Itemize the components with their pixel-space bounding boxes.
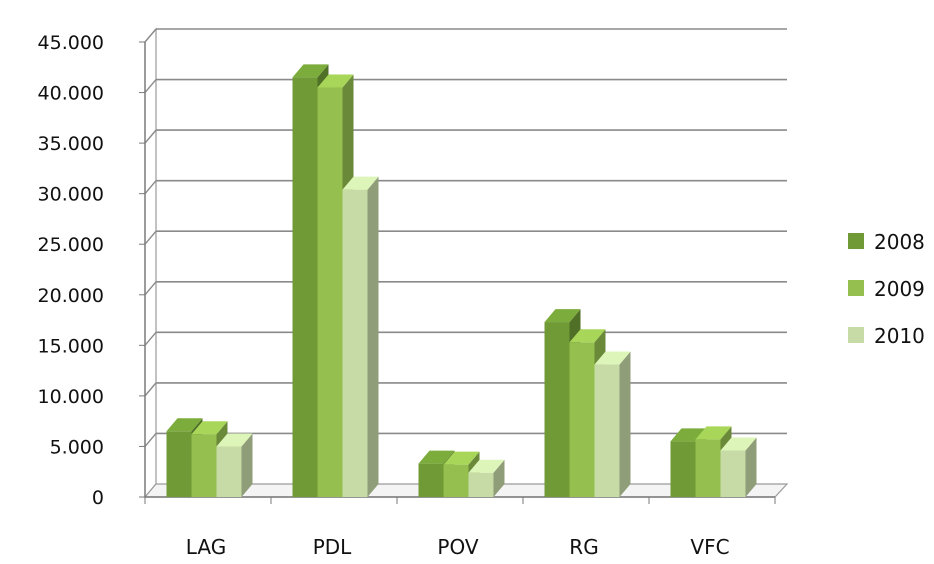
- bar-front: [292, 77, 318, 497]
- legend-item-2008: 2008: [848, 230, 925, 254]
- bar-front: [342, 189, 368, 497]
- bar-rg-2010: [594, 351, 631, 497]
- x-tick-label: VFC: [690, 535, 729, 559]
- gridline-side: [144, 180, 157, 195]
- bar-top: [544, 309, 581, 323]
- bar-front: [216, 446, 242, 497]
- legend: 2008 2009 2010: [848, 230, 925, 348]
- legend-swatch: [848, 327, 864, 343]
- bar-front: [468, 472, 494, 497]
- bar-top: [317, 74, 354, 88]
- bar-side: [367, 176, 379, 497]
- gridline-side: [144, 281, 157, 296]
- y-axis-tick-labels: 0 5.000 10.000 15.000 20.000 25.000 30.000 35.0…: [38, 32, 104, 509]
- bar-vfc-2010: [720, 437, 757, 497]
- bar-front: [695, 439, 721, 497]
- bar-front: [166, 431, 192, 497]
- legend-swatch: [848, 280, 864, 296]
- bar-front: [544, 322, 570, 497]
- y-tick-label: 35.000: [38, 133, 104, 155]
- y-tick-label: 25.000: [38, 234, 104, 256]
- bar-front: [594, 364, 620, 497]
- bar-front: [317, 87, 343, 497]
- bar-pov-2010: [468, 459, 505, 497]
- bar-top: [443, 451, 480, 465]
- legend-item-2009: 2009: [848, 277, 925, 301]
- bar-side: [745, 437, 757, 497]
- bar-top: [468, 459, 505, 473]
- gridline-side: [144, 230, 157, 245]
- gridline-side: [144, 382, 157, 397]
- gridline-side: [144, 331, 157, 346]
- bar-pdl-2010: [342, 176, 379, 497]
- y-tick-label: 45.000: [38, 32, 104, 54]
- bar-front: [418, 463, 444, 497]
- bar-side: [619, 351, 631, 497]
- y-tick-label: 40.000: [38, 83, 104, 105]
- legend-label: 2010: [874, 324, 925, 348]
- y-tick-label: 10.000: [38, 386, 104, 408]
- gridline-side: [144, 129, 157, 144]
- y-tick-label: 0: [92, 487, 104, 509]
- left-wall: [144, 27, 157, 499]
- x-axis-category-labels: LAG PDL POV RG VFC: [186, 535, 730, 559]
- bar-front: [670, 441, 696, 497]
- x-tick-label: POV: [437, 535, 478, 559]
- bar-top: [594, 351, 631, 365]
- bar-front: [720, 450, 746, 497]
- bar-top: [720, 437, 757, 451]
- bar-top: [166, 418, 203, 432]
- gridline-side: [144, 79, 157, 94]
- bar-side: [241, 433, 253, 497]
- y-tick-label: 30.000: [38, 184, 104, 206]
- bar-top: [569, 329, 606, 343]
- legend-label: 2008: [874, 230, 925, 254]
- bar-top: [342, 176, 379, 190]
- x-tick-label: RG: [569, 535, 598, 559]
- y-tick-label: 20.000: [38, 285, 104, 307]
- bar-top: [191, 421, 228, 435]
- bar-front: [569, 342, 595, 497]
- bars: [166, 64, 757, 497]
- legend-item-2010: 2010: [848, 324, 925, 348]
- x-tick-label: PDL: [313, 535, 352, 559]
- gridline-side: [144, 432, 157, 447]
- bar-top: [216, 433, 253, 447]
- bar-top: [292, 64, 329, 78]
- bar-top: [695, 426, 732, 440]
- bar-front: [191, 434, 217, 497]
- bar-front: [443, 464, 469, 497]
- y-tick-label: 15.000: [38, 335, 104, 357]
- bar-top: [418, 450, 455, 464]
- gridlines: [144, 28, 787, 447]
- legend-label: 2009: [874, 277, 925, 301]
- y-tick-label: 5.000: [50, 436, 104, 458]
- chart-walls: [143, 27, 789, 499]
- bar-lag-2010: [216, 433, 253, 497]
- gridline-side: [144, 28, 157, 43]
- x-tick-label: LAG: [186, 535, 226, 559]
- legend-swatch: [848, 233, 864, 249]
- bar-side: [493, 459, 505, 497]
